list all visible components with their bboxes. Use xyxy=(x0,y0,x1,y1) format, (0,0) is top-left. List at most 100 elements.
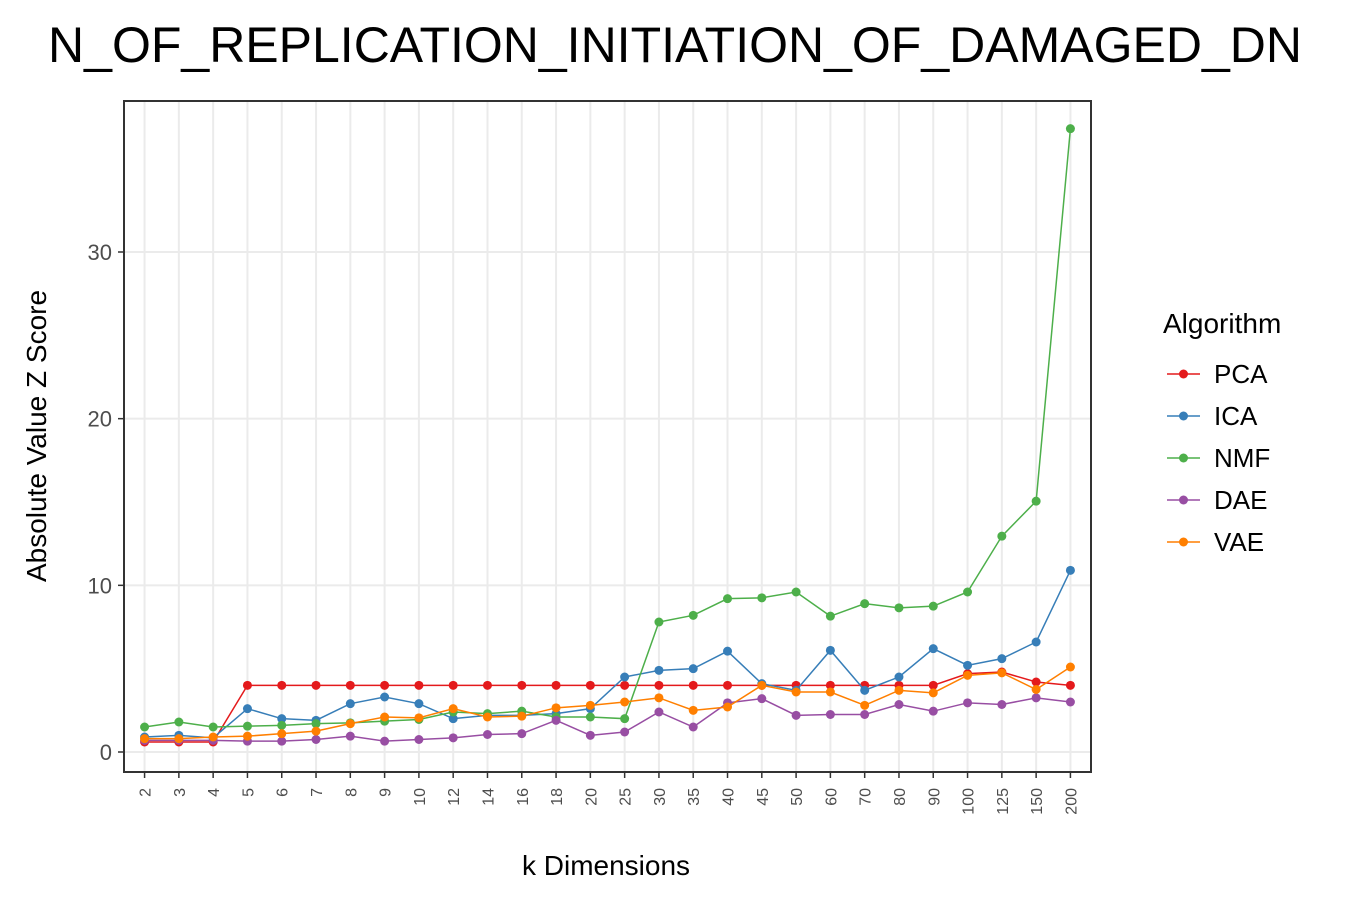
point xyxy=(654,680,664,690)
x-tick-label: 6 xyxy=(275,788,292,797)
x-tick-label: 35 xyxy=(686,788,703,806)
x-tick-label: 90 xyxy=(926,788,943,806)
point xyxy=(963,660,973,670)
y-tick-label: 30 xyxy=(88,240,112,265)
point xyxy=(277,729,287,739)
point xyxy=(277,736,287,746)
plot-border xyxy=(123,100,1092,773)
point xyxy=(242,680,252,690)
point xyxy=(517,711,527,721)
point xyxy=(585,712,595,722)
x-tick-label: 10 xyxy=(412,788,429,806)
x-tick-label: 80 xyxy=(892,788,909,806)
point xyxy=(757,694,767,704)
point xyxy=(1065,680,1075,690)
point xyxy=(860,599,870,609)
point xyxy=(345,680,355,690)
y-tick-label: 20 xyxy=(88,407,112,432)
x-tick-label: 8 xyxy=(343,788,360,797)
y-tick-label: 10 xyxy=(88,573,112,598)
legend-label: VAE xyxy=(1214,527,1264,557)
point xyxy=(517,680,527,690)
y-axis-label: Absolute Value Z Score xyxy=(21,290,52,582)
point xyxy=(1031,496,1041,506)
line xyxy=(144,570,1072,739)
point xyxy=(242,731,252,741)
line xyxy=(144,697,1071,742)
legend-title: Algorithm xyxy=(1163,308,1281,339)
x-tick-label: 125 xyxy=(995,788,1012,815)
point xyxy=(894,685,904,695)
point xyxy=(1065,662,1075,672)
x-axis-label: k Dimensions xyxy=(522,850,690,881)
point xyxy=(551,680,561,690)
point xyxy=(791,587,801,597)
point xyxy=(448,680,458,690)
point xyxy=(723,594,733,604)
point xyxy=(277,680,287,690)
point xyxy=(997,531,1007,541)
point xyxy=(140,722,150,732)
point xyxy=(311,735,321,744)
point xyxy=(963,698,973,708)
point xyxy=(414,713,424,723)
x-tick-label: 40 xyxy=(721,788,738,806)
line xyxy=(144,128,1072,728)
point xyxy=(448,733,458,743)
point xyxy=(688,664,698,674)
point xyxy=(174,734,184,744)
point xyxy=(277,720,287,730)
point xyxy=(860,700,870,710)
point xyxy=(448,704,458,714)
point xyxy=(723,646,733,656)
y-tick-label: 0 xyxy=(100,740,112,765)
point xyxy=(894,700,904,709)
point xyxy=(140,734,150,744)
legend-label: DAE xyxy=(1214,485,1267,515)
point xyxy=(825,611,835,621)
x-tick-label: 30 xyxy=(652,788,669,806)
x-tick-label: 70 xyxy=(858,788,875,806)
x-tick-label: 200 xyxy=(1063,788,1080,815)
point xyxy=(174,717,184,727)
legend-label: NMF xyxy=(1214,443,1270,473)
point xyxy=(757,593,767,603)
point xyxy=(688,705,698,715)
x-tick-label: 5 xyxy=(240,788,257,797)
x-tick-label: 14 xyxy=(480,788,497,806)
x-tick-label: 20 xyxy=(583,788,600,806)
point xyxy=(277,714,287,724)
point xyxy=(860,710,870,719)
line xyxy=(144,671,1071,743)
point xyxy=(928,680,938,690)
x-tick-label: 12 xyxy=(446,788,463,806)
point xyxy=(620,680,630,690)
point xyxy=(791,687,801,697)
point xyxy=(551,715,561,725)
point xyxy=(345,699,355,709)
point xyxy=(928,601,938,611)
point xyxy=(585,680,595,690)
x-tick-label: 2 xyxy=(138,788,155,797)
point xyxy=(414,699,424,709)
point xyxy=(448,714,458,724)
point xyxy=(1065,124,1075,134)
legend-swatch xyxy=(1179,411,1188,421)
point xyxy=(1031,685,1041,694)
point xyxy=(791,710,801,720)
point xyxy=(380,692,390,702)
point xyxy=(380,712,390,722)
legend-swatch xyxy=(1179,453,1188,463)
x-tick-label: 45 xyxy=(755,788,772,806)
point xyxy=(654,617,664,627)
point xyxy=(654,707,664,717)
point xyxy=(620,672,630,682)
point xyxy=(997,668,1007,678)
x-tick-label: 100 xyxy=(961,788,978,815)
point xyxy=(585,730,595,740)
x-tick-label: 16 xyxy=(515,788,532,806)
chart-title: N_OF_REPLICATION_INITIATION_OF_DAMAGED_D… xyxy=(48,17,1302,73)
point xyxy=(654,665,664,675)
point xyxy=(414,680,424,690)
x-tick-label: 9 xyxy=(378,788,395,797)
